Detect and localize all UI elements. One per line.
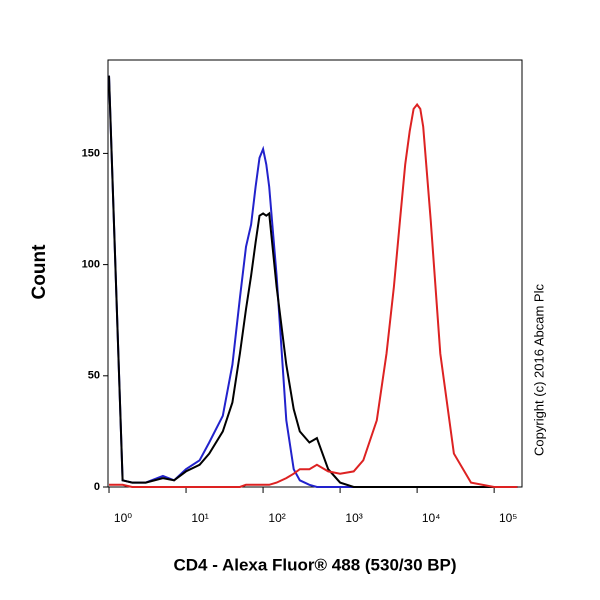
y-tick-label: 0 xyxy=(94,481,100,493)
x-tick-label: 10¹ xyxy=(191,511,208,525)
series-line xyxy=(109,102,518,488)
series-line xyxy=(108,75,518,488)
x-tick-label: 10² xyxy=(268,511,285,525)
x-tick-label: 10³ xyxy=(345,511,362,525)
y-tick-label: 100 xyxy=(82,259,100,271)
copyright: Copyright (c) 2016 Abcam Plc xyxy=(531,284,546,456)
y-tick-label: 50 xyxy=(88,370,100,382)
x-tick-label: 10⁰ xyxy=(114,511,132,525)
x-tick-label: 10⁴ xyxy=(422,511,441,525)
y-tick-label: 150 xyxy=(82,147,100,159)
y-axis-label: Count xyxy=(29,244,50,300)
series-line xyxy=(108,75,518,488)
x-axis-label: CD4 - Alexa Fluor® 488 (530/30 BP) xyxy=(173,555,456,574)
x-tick-label: 10⁵ xyxy=(499,511,517,525)
plot-frame xyxy=(107,59,523,488)
